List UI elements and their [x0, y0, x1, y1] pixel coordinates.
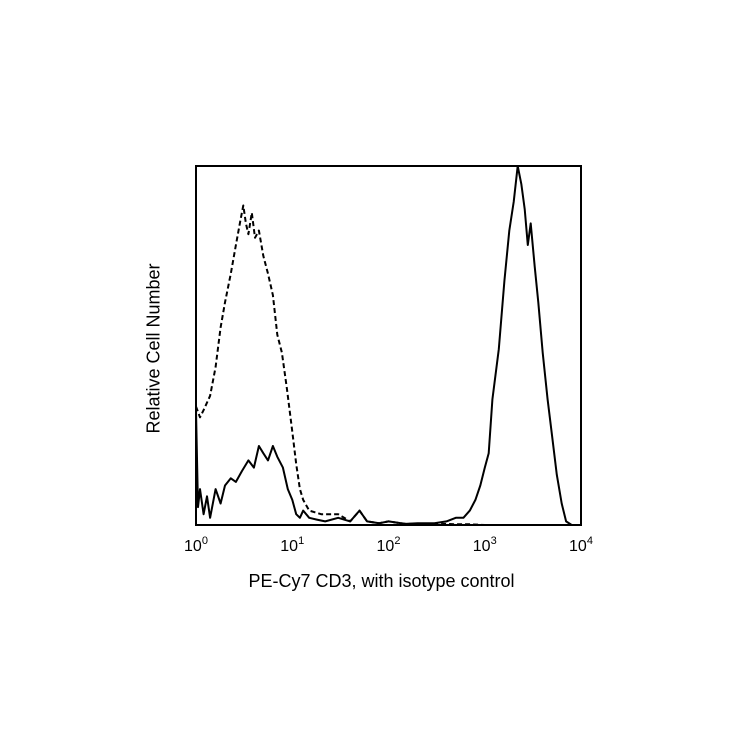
- x-tick-label: 103: [473, 535, 497, 555]
- cd3-stained-series: [195, 165, 581, 526]
- x-tick-label: 100: [184, 535, 208, 555]
- x-axis-title: PE-Cy7 CD3, with isotype control: [248, 571, 514, 591]
- y-axis-title: Relative Cell Number: [143, 263, 163, 433]
- x-tick-label: 102: [377, 535, 401, 555]
- plot-area-frame: [195, 165, 582, 526]
- series-layer: [195, 165, 581, 526]
- x-tick-label: 104: [569, 535, 593, 555]
- x-axis-ticks: 100 101 102 103 104: [184, 535, 593, 555]
- isotype-control-series: [195, 204, 581, 526]
- x-tick-label: 101: [280, 535, 304, 555]
